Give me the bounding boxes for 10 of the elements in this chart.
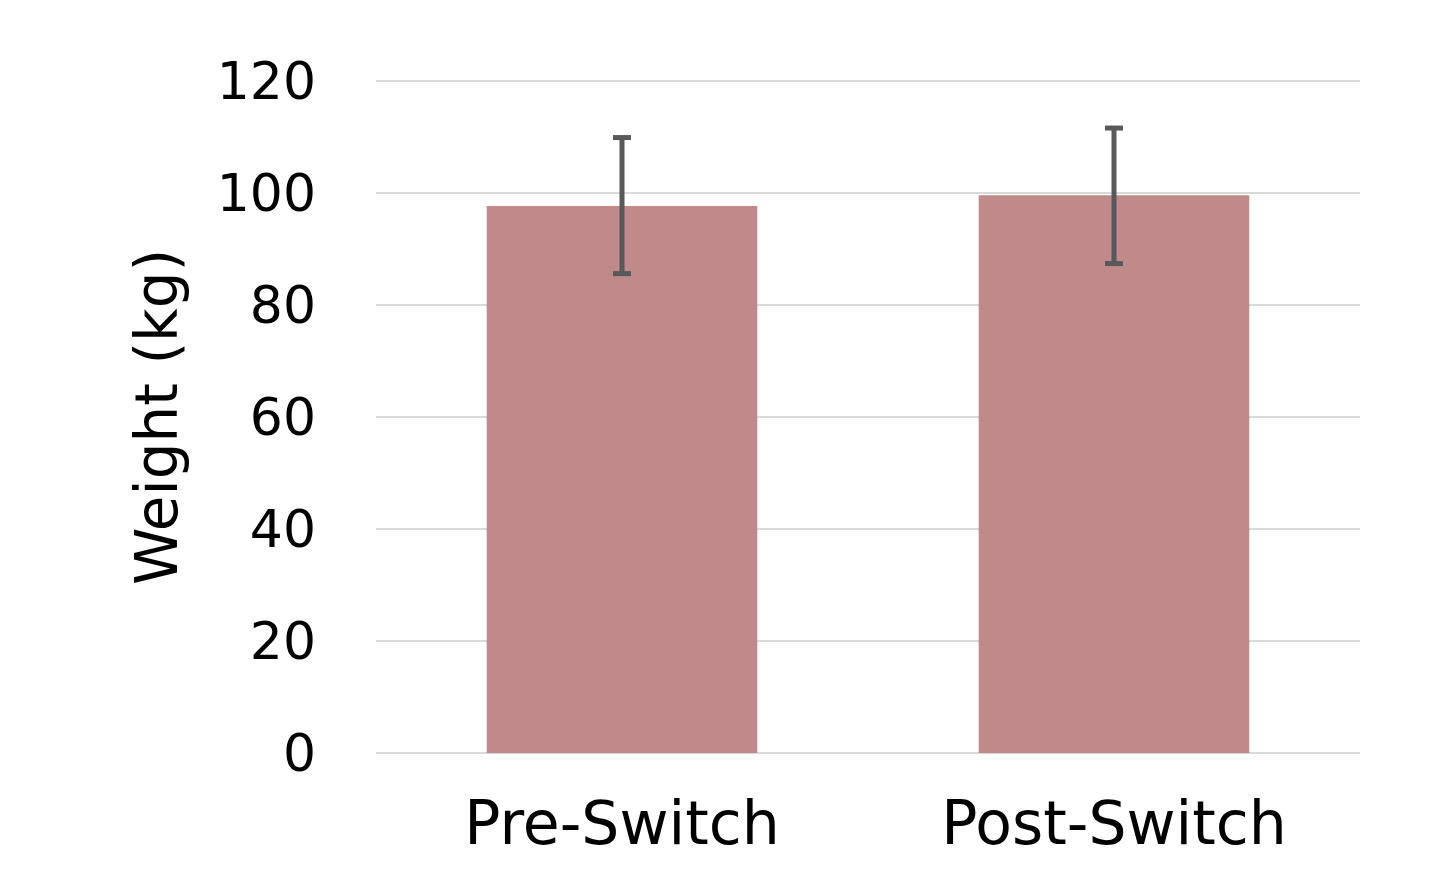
y-axis-title: Weight (kg) xyxy=(123,248,191,586)
y-tick-label: 80 xyxy=(249,275,316,335)
y-tick-label: 20 xyxy=(249,611,316,671)
x-tick-label: Post-Switch xyxy=(941,788,1287,858)
y-tick-label: 0 xyxy=(282,723,316,783)
y-tick-label: 100 xyxy=(216,163,316,223)
x-tick-label: Pre-Switch xyxy=(464,788,780,858)
y-tick-label: 40 xyxy=(249,499,316,559)
y-tick-label: 60 xyxy=(249,387,316,447)
y-tick-label: 120 xyxy=(216,51,316,111)
